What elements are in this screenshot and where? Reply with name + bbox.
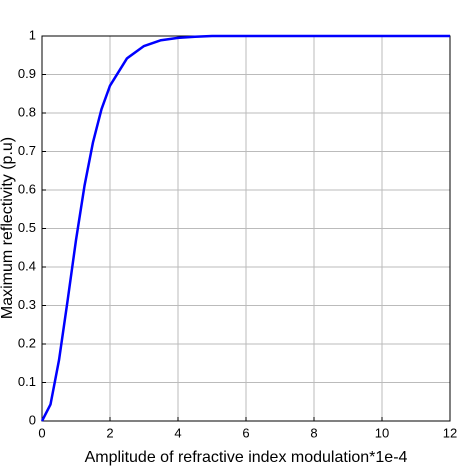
x-tick-label: 12 [443, 425, 457, 440]
x-tick-label: 6 [242, 425, 249, 440]
y-tick-label: 0.4 [18, 258, 36, 273]
x-axis-title: Amplitude of refractive index modulation… [85, 449, 408, 466]
y-tick-label: 1 [29, 27, 36, 42]
y-tick-label: 0 [29, 412, 36, 427]
y-tick-label: 0.6 [18, 181, 36, 196]
data-line [40, 34, 450, 422]
x-tick-label: 10 [375, 425, 389, 440]
x-tick-label: 0 [38, 425, 45, 440]
y-tick-label: 0.3 [18, 297, 36, 312]
x-tick-label: 2 [106, 425, 113, 440]
y-tick-label: 0.2 [18, 335, 36, 350]
y-tick-label: 0.8 [18, 104, 36, 119]
y-tick-label: 0.1 [18, 374, 36, 389]
y-tick-label: 0.5 [18, 220, 36, 235]
y-tick-label: 0.9 [18, 66, 36, 81]
y-tick-label: 0.7 [18, 143, 36, 158]
x-tick-label: 4 [174, 425, 181, 440]
y-axis-title: Maximum reflectivity (p.u) [0, 137, 16, 319]
x-tick-label: 8 [310, 425, 317, 440]
